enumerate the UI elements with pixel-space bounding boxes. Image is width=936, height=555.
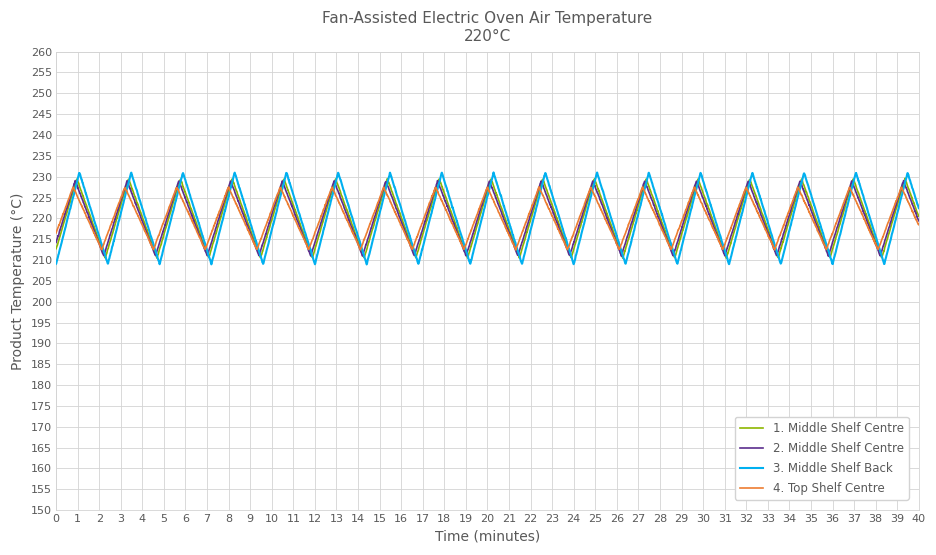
2. Middle Shelf Centre xyxy=(897,177,908,184)
1. Middle Shelf Centre xyxy=(561,242,572,249)
2. Middle Shelf Centre xyxy=(689,180,700,186)
2. Middle Shelf Centre xyxy=(913,218,924,224)
4. Top Shelf Centre xyxy=(51,230,62,236)
1. Middle Shelf Centre xyxy=(51,245,62,252)
3. Middle Shelf Back xyxy=(598,193,609,200)
4. Top Shelf Centre xyxy=(690,187,701,194)
X-axis label: Time (minutes): Time (minutes) xyxy=(434,530,539,544)
2. Middle Shelf Centre xyxy=(598,208,609,214)
4. Top Shelf Centre xyxy=(561,245,572,251)
Line: 2. Middle Shelf Centre: 2. Middle Shelf Centre xyxy=(56,180,918,256)
3. Middle Shelf Back xyxy=(362,254,373,260)
1. Middle Shelf Centre xyxy=(94,239,105,245)
1. Middle Shelf Centre xyxy=(720,255,731,261)
Legend: 1. Middle Shelf Centre, 2. Middle Shelf Centre, 3. Middle Shelf Back, 4. Top She: 1. Middle Shelf Centre, 2. Middle Shelf … xyxy=(735,417,908,500)
Y-axis label: Product Temperature (°C): Product Temperature (°C) xyxy=(11,192,25,370)
Line: 4. Top Shelf Centre: 4. Top Shelf Centre xyxy=(56,187,918,250)
2. Middle Shelf Centre xyxy=(822,253,833,260)
2. Middle Shelf Centre xyxy=(362,234,373,240)
4. Top Shelf Centre xyxy=(768,246,780,253)
Line: 1. Middle Shelf Centre: 1. Middle Shelf Centre xyxy=(56,178,918,258)
2. Middle Shelf Centre xyxy=(51,239,62,246)
3. Middle Shelf Back xyxy=(51,260,62,267)
1. Middle Shelf Centre xyxy=(899,175,910,181)
1. Middle Shelf Centre xyxy=(598,203,609,209)
3. Middle Shelf Back xyxy=(94,233,105,240)
Title: Fan-Assisted Electric Oven Air Temperature
220°C: Fan-Assisted Electric Oven Air Temperatu… xyxy=(322,11,651,43)
4. Top Shelf Centre xyxy=(533,184,544,190)
1. Middle Shelf Centre xyxy=(736,203,747,209)
3. Middle Shelf Back xyxy=(690,187,701,194)
2. Middle Shelf Centre xyxy=(736,198,747,205)
3. Middle Shelf Back xyxy=(561,238,572,245)
3. Middle Shelf Back xyxy=(736,210,747,217)
4. Top Shelf Centre xyxy=(598,214,609,220)
Line: 3. Middle Shelf Back: 3. Middle Shelf Back xyxy=(56,173,918,264)
4. Top Shelf Centre xyxy=(362,225,373,231)
3. Middle Shelf Back xyxy=(913,205,924,211)
1. Middle Shelf Centre xyxy=(362,239,373,246)
1. Middle Shelf Centre xyxy=(689,183,700,190)
4. Top Shelf Centre xyxy=(94,241,105,248)
4. Top Shelf Centre xyxy=(736,195,747,201)
4. Top Shelf Centre xyxy=(913,221,924,228)
3. Middle Shelf Back xyxy=(488,169,499,176)
3. Middle Shelf Back xyxy=(205,261,216,268)
2. Middle Shelf Centre xyxy=(94,241,105,248)
1. Middle Shelf Centre xyxy=(913,213,924,219)
2. Middle Shelf Centre xyxy=(561,245,572,251)
